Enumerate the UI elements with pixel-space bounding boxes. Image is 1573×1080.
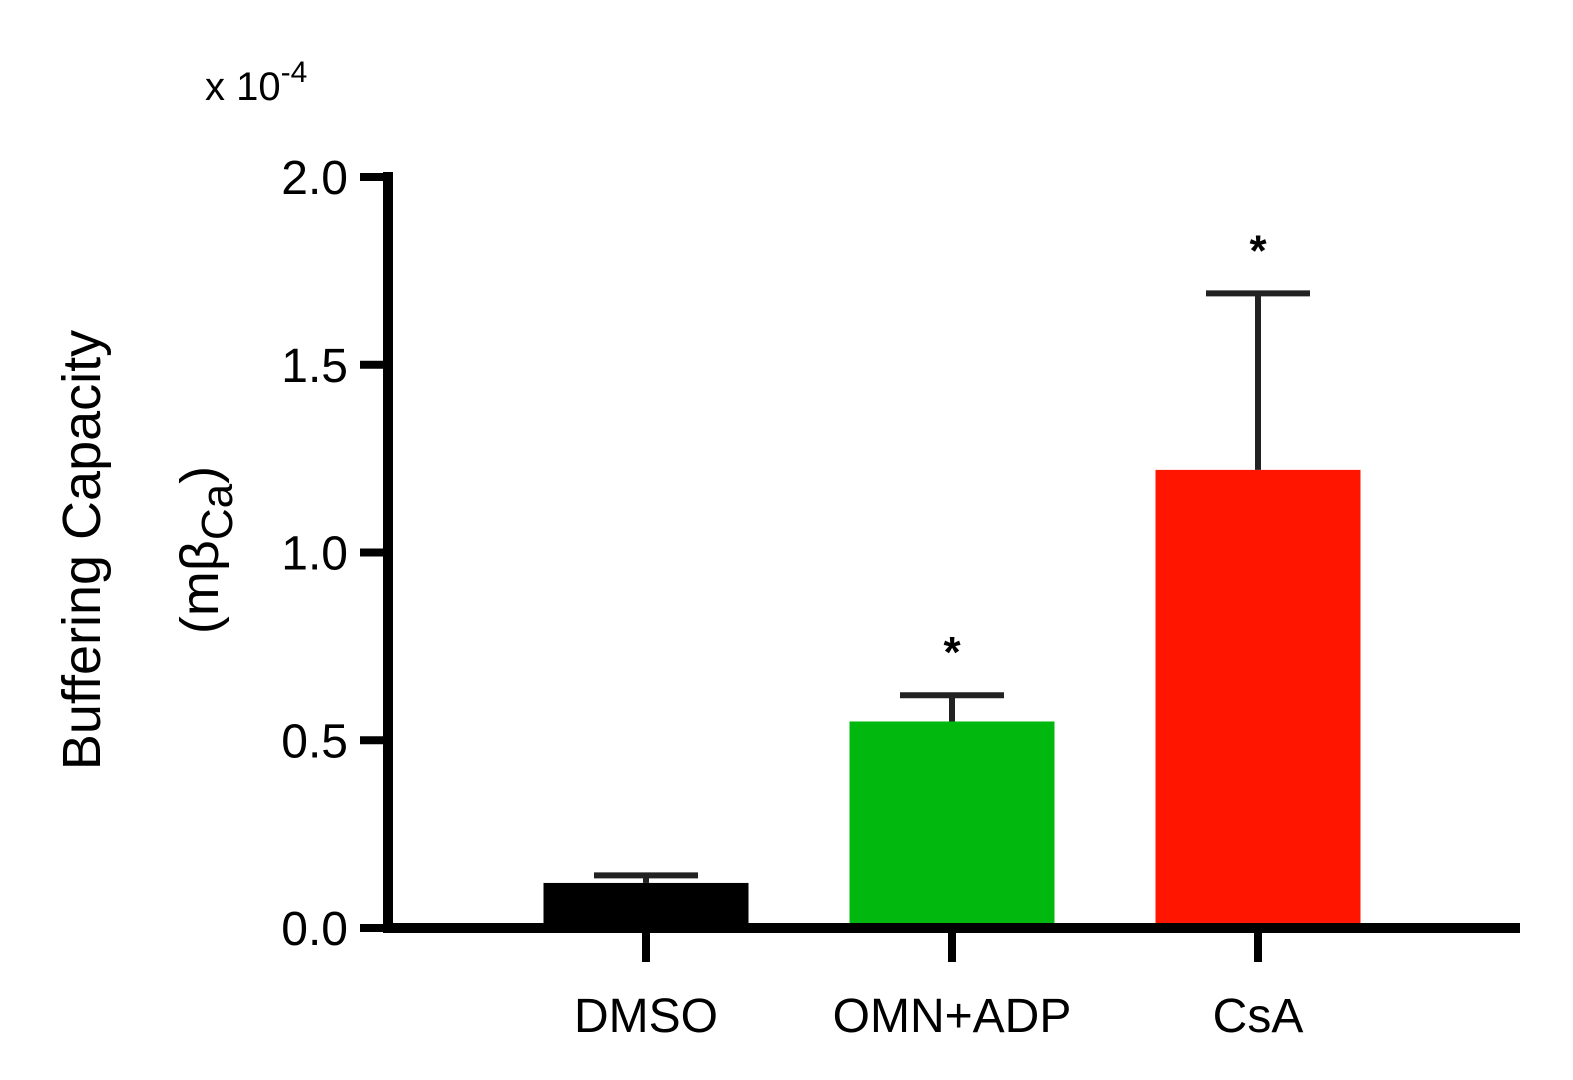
x-axis-ticks: DMSO OMN+ADP CsA [574,928,1303,1043]
y-tick-label: 0.0 [281,903,348,956]
y-axis-title-subscript: Ca [193,483,242,540]
x-tick-label: CsA [1213,990,1304,1043]
bar-dmso [543,882,749,928]
y-axis-ticks: 0.0 0.5 1.0 1.5 2.0 [281,152,388,956]
y-multiplier-exponent: -4 [281,56,308,89]
significance-marker: * [1249,226,1267,275]
bars-group [543,469,1361,928]
bar-csa [1155,469,1361,928]
x-tick-label: DMSO [574,990,718,1043]
y-axis-title-line1: Buffering Capacity [52,330,112,770]
y-axis-title-line2: (mβCa) [170,466,242,634]
x-tick-label: OMN+ADP [833,990,1072,1043]
y-tick-label: 1.0 [281,528,348,581]
bar-omn-adp [849,721,1055,928]
error-bars-group: ** [594,226,1310,883]
y-axis-title: Buffering Capacity (mβCa) [52,330,242,770]
y-tick-label: 1.5 [281,340,348,393]
y-tick-label: 2.0 [281,152,348,205]
y-tick-label: 0.5 [281,715,348,768]
significance-marker: * [943,628,961,677]
y-multiplier-label: x 10-4 [205,56,307,109]
